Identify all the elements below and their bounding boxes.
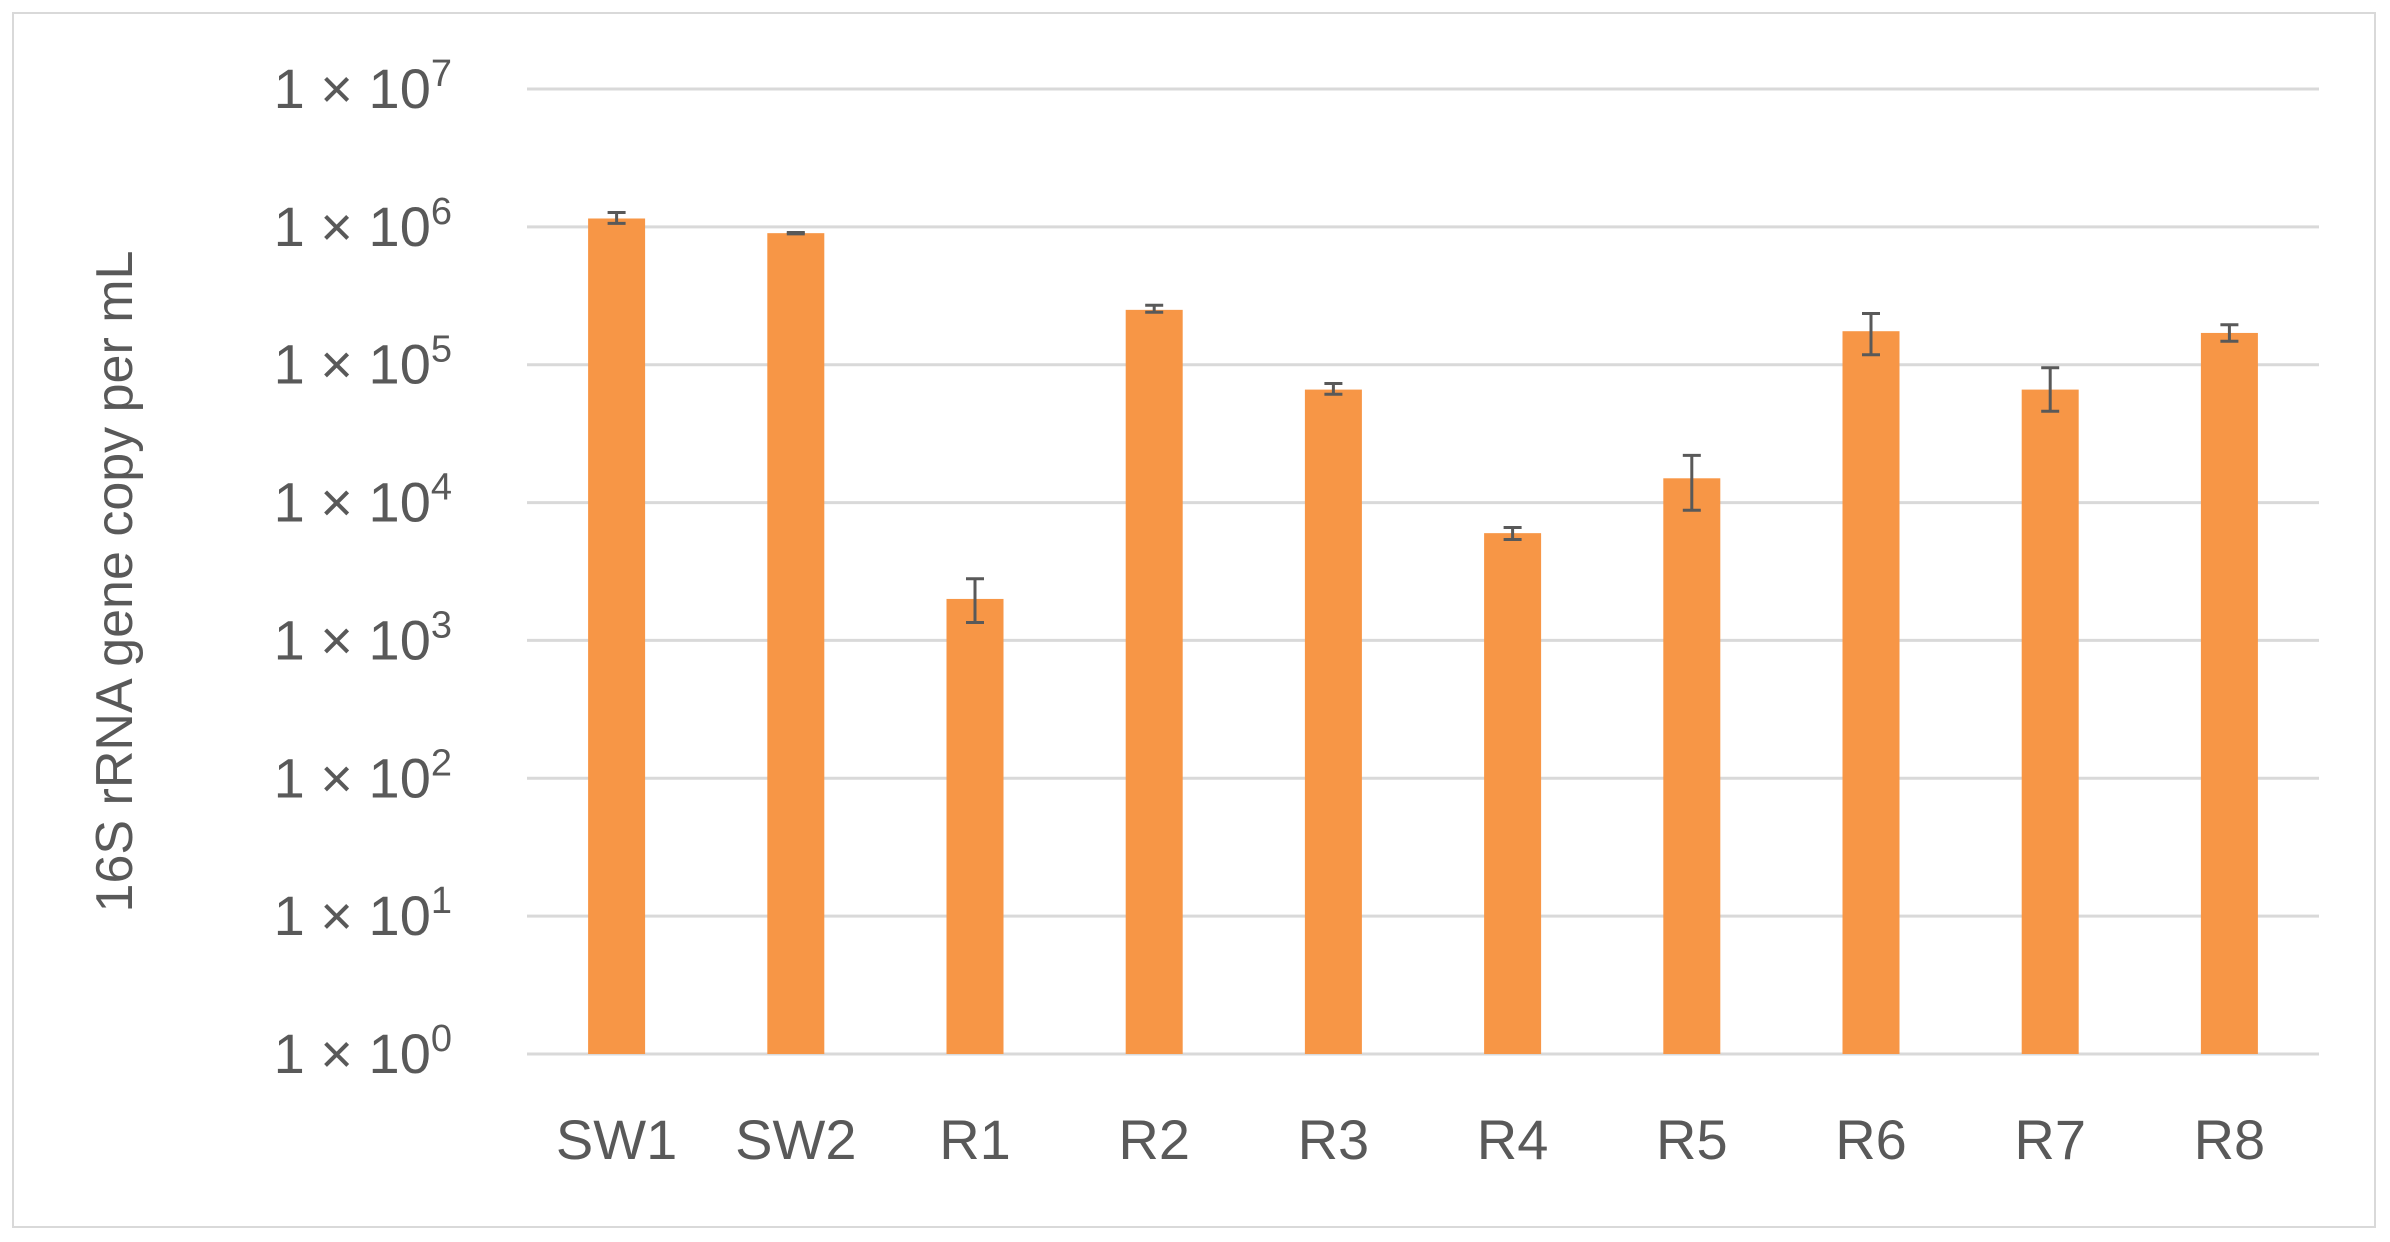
- bar-sw1: [588, 218, 646, 1055]
- bar-r6: [1842, 331, 1900, 1055]
- x-category-label: R3: [1298, 1108, 1370, 1171]
- x-category-label: R1: [939, 1108, 1011, 1171]
- bar-sw2: [767, 233, 825, 1054]
- x-category-label: SW2: [735, 1108, 856, 1171]
- bar-r3: [1304, 389, 1362, 1054]
- gridlines: [527, 87, 2319, 1056]
- bar-r1: [946, 598, 1004, 1054]
- y-tick-label: 1 × 105: [274, 329, 452, 396]
- x-category-label: SW1: [556, 1108, 677, 1171]
- y-tick-labels: 1 × 100 1 × 101 1 × 102 1 × 103 1 × 104 1 × 1…: [274, 53, 452, 1085]
- bar-r5: [1663, 478, 1721, 1054]
- y-axis-title: 16S rRNA gene copy per mL: [86, 251, 144, 913]
- bar-r7: [2021, 389, 2079, 1054]
- x-category-label: R7: [2014, 1108, 2086, 1171]
- chart-frame: 1 × 100 1 × 101 1 × 102 1 × 103 1 × 104 1 × 1…: [12, 12, 2376, 1228]
- y-tick-label: 1 × 102: [274, 742, 452, 809]
- y-tick-label: 1 × 103: [274, 604, 452, 671]
- x-category-label: R4: [1477, 1108, 1549, 1171]
- y-tick-label: 1 × 106: [274, 191, 452, 258]
- y-tick-label: 1 × 107: [274, 53, 452, 120]
- bar-r8: [2200, 332, 2258, 1054]
- y-tick-label: 1 × 101: [274, 880, 452, 947]
- error-bars: [607, 211, 2239, 624]
- x-category-labels: SW1 SW2 R1 R2 R3 R4 R5 R6 R7 R8: [556, 1108, 2265, 1171]
- bar-r4: [1484, 533, 1542, 1054]
- x-category-label: R8: [2194, 1108, 2266, 1171]
- bar-r2: [1125, 309, 1183, 1054]
- bars: [588, 218, 2258, 1055]
- x-category-label: R6: [1835, 1108, 1907, 1171]
- x-category-label: R2: [1118, 1108, 1190, 1171]
- y-tick-label: 1 × 100: [274, 1018, 452, 1085]
- x-category-label: R5: [1656, 1108, 1728, 1171]
- bar-chart: 1 × 100 1 × 101 1 × 102 1 × 103 1 × 104 1 × 1…: [86, 53, 2319, 1171]
- y-tick-label: 1 × 104: [274, 467, 452, 534]
